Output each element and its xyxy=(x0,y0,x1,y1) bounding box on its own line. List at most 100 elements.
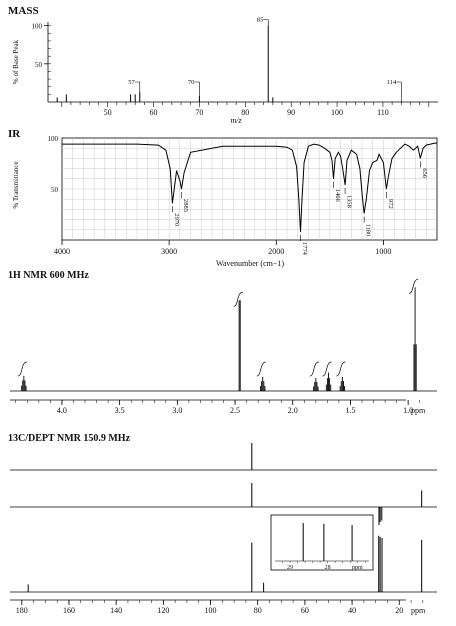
mass-peak-label: 85 xyxy=(257,17,264,24)
hnmr-peak-1.57 xyxy=(339,376,346,391)
ir-y-ticks: 50 100 xyxy=(48,135,59,194)
ir-x-tick-label: 1000 xyxy=(375,247,391,256)
hnmr-peak-2.46 xyxy=(238,300,241,391)
hnmr-x-tick-label: 4.0 xyxy=(57,406,67,415)
cnmr-title: 13C/DEPT NMR 150.9 MHz xyxy=(8,433,131,444)
cnmr-x-tick-label: 180 xyxy=(16,606,28,615)
hnmr-peak-1.69 xyxy=(325,372,332,391)
inset-x-tick-label: 29 xyxy=(287,565,293,571)
cnmr-xlabel: ppm xyxy=(411,606,426,615)
mass-peak-labels: 57 70 85 114 xyxy=(128,17,402,102)
mass-label-leader xyxy=(134,81,141,93)
mass-xlabel: m/z xyxy=(230,116,242,125)
hnmr-title: 1H NMR 600 MHz xyxy=(8,270,89,281)
ir-peak-label-1774: 1774 xyxy=(300,234,308,256)
hnmr-peak-1.8 xyxy=(313,378,319,391)
ir-peak-label-1466: 1466 xyxy=(333,181,341,203)
mass-x-ticks: 50 60 70 80 90 100 110 xyxy=(61,102,430,117)
ir-peak-label: 1774 xyxy=(301,242,308,256)
dept135-peaks xyxy=(251,483,423,525)
h-nmr-panel: 1H NMR 600 MHz 4.0 3.5 3.0 2.5 2.0 1.5 1.0 ppm xyxy=(8,270,437,415)
hnmr-integral xyxy=(256,361,266,377)
mass-spectrum-panel: MASS % of Base Peak 50 100 57 70 85 114 50 60… xyxy=(8,5,438,125)
mass-y-tick-label: 50 xyxy=(35,61,43,69)
mass-x-tick-label: 50 xyxy=(104,108,112,117)
mass-peak-label: 57 xyxy=(128,79,135,86)
mass-y-tick-label: 100 xyxy=(32,23,43,31)
hnmr-integral xyxy=(408,278,419,294)
mass-title: MASS xyxy=(8,5,39,17)
mass-x-tick-label: 100 xyxy=(331,108,343,117)
hnmr-integrals xyxy=(17,278,419,377)
ir-grid xyxy=(62,138,437,240)
hnmr-x-tick-label: 2.0 xyxy=(288,406,298,415)
ir-y-tick-label: 100 xyxy=(48,135,59,143)
ir-peak-label-972: 972 xyxy=(386,192,394,209)
ir-ylabel: % Transmittance xyxy=(12,161,20,208)
ir-peak-label: 2970 xyxy=(173,213,180,226)
mass-label-leader xyxy=(194,81,200,96)
inset-x-tick-label: 28 xyxy=(325,565,331,571)
hnmr-x-tick-label: 2.5 xyxy=(230,406,240,415)
broadband-peaks xyxy=(27,535,423,592)
ir-peak-label-1180: 1180 xyxy=(363,216,372,236)
cnmr-x-tick-label: 20 xyxy=(395,606,403,615)
hnmr-xlabel: ppm xyxy=(411,406,426,415)
ir-peak-label-656: 656 xyxy=(419,161,428,179)
ir-peak-label: 2885 xyxy=(182,199,189,212)
inset-x-ticks: 29 28 xyxy=(282,561,366,571)
cnmr-x-tick-label: 40 xyxy=(348,606,356,615)
ir-y-tick-label: 50 xyxy=(51,186,59,194)
hnmr-x-tick-label: 1.5 xyxy=(345,406,355,415)
ir-peak-label: 1180 xyxy=(365,223,372,236)
mass-x-tick-label: 70 xyxy=(195,108,203,117)
ir-trace xyxy=(62,142,437,232)
mass-label-leader xyxy=(263,19,269,26)
ir-peak-label-1358: 1358 xyxy=(344,187,353,208)
c-nmr-panel: 13C/DEPT NMR 150.9 MHz 29 28 ppm 180 160 14… xyxy=(8,433,437,615)
ir-peak-label-2970: 2970 xyxy=(172,206,180,226)
hnmr-x-tick-label: 3.0 xyxy=(172,406,182,415)
mass-x-tick-label: 60 xyxy=(150,108,158,117)
hnmr-x-tick-label: 3.5 xyxy=(115,406,125,415)
mass-x-tick-label: 80 xyxy=(241,108,249,117)
mass-x-tick-label: 110 xyxy=(377,108,389,117)
ir-peak-label: 656 xyxy=(421,168,428,179)
ir-x-tick-label: 3000 xyxy=(161,247,177,256)
hnmr-integral xyxy=(17,361,27,377)
hnmr-x-tick-label: 1.0 xyxy=(403,406,413,415)
cnmr-x-tick-label: 160 xyxy=(63,606,75,615)
hnmr-peak-0.94 xyxy=(413,287,417,391)
ir-title: IR xyxy=(8,128,21,140)
mass-y-ticks: 50 100 xyxy=(32,23,51,95)
hnmr-peak-2.26 xyxy=(260,376,266,391)
inset-xlabel: ppm xyxy=(352,565,363,571)
hnmr-integral xyxy=(322,361,332,377)
mass-peak-label: 114 xyxy=(387,79,397,86)
mass-peaks xyxy=(56,25,402,102)
ir-peak-label: 1466 xyxy=(334,189,341,203)
ir-x-tick-label: 2000 xyxy=(268,247,284,256)
ir-peak-label-2885: 2885 xyxy=(181,192,189,212)
hnmr-x-ticks: 4.0 3.5 3.0 2.5 2.0 1.5 1.0 xyxy=(15,400,420,415)
cnmr-x-tick-label: 80 xyxy=(254,606,262,615)
ir-xlabel: Wavenumber (cm−1) xyxy=(216,259,284,268)
mass-label-leader xyxy=(396,81,402,102)
cnmr-inset: 29 28 ppm xyxy=(270,514,374,571)
inset-peaks xyxy=(302,523,353,561)
mass-peak-label: 70 xyxy=(188,79,195,86)
mass-ylabel: % of Base Peak xyxy=(12,39,20,84)
hnmr-integral xyxy=(336,361,346,377)
cnmr-x-tick-label: 60 xyxy=(301,606,309,615)
cnmr-x-tick-label: 140 xyxy=(110,606,122,615)
cnmr-x-tick-label: 120 xyxy=(157,606,169,615)
hnmr-peaks xyxy=(21,287,417,391)
mass-x-tick-label: 90 xyxy=(287,108,295,117)
hnmr-integral xyxy=(309,361,319,377)
ir-peak-label: 972 xyxy=(387,199,394,209)
ir-x-ticks: 4000 3000 2000 1000 xyxy=(54,240,391,256)
hnmr-integral xyxy=(233,291,243,307)
